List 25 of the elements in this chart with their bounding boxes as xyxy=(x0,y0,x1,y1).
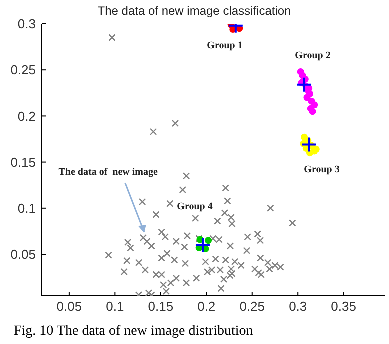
point xyxy=(296,76,313,93)
x-tick-label: 0.35 xyxy=(331,299,356,314)
chart-title: The data of new image classification xyxy=(96,4,292,18)
annotation: Group 1 xyxy=(207,40,243,52)
x-tick-label: 0.15 xyxy=(148,299,174,314)
point xyxy=(301,136,318,153)
annotation: Group 4 xyxy=(177,202,213,212)
x-tick-label: 0.1 xyxy=(106,299,124,314)
point xyxy=(309,108,316,116)
y-tick-label: 0.15 xyxy=(10,154,36,170)
y-tick-label: 0.3 xyxy=(18,16,36,32)
x-tick-label: 0.3 xyxy=(289,299,308,314)
caption: Fig. 10 The data of new image distribution xyxy=(14,324,254,340)
y-tick-label: 0.2 xyxy=(18,108,36,124)
point xyxy=(204,237,212,244)
point xyxy=(194,237,211,254)
annotation: The data of new image xyxy=(58,167,158,178)
y-tick-label: 0.25 xyxy=(10,62,36,78)
x-tick-label: 0.25 xyxy=(240,299,266,314)
annotation: Group 2 xyxy=(295,50,331,62)
annotation: Group 3 xyxy=(304,164,340,176)
x-tick-label: 0.2 xyxy=(198,299,216,314)
y-tick-label: 0.05 xyxy=(10,247,36,262)
y-tick-label: 0.1 xyxy=(18,201,36,216)
x-tick-label: 0.05 xyxy=(56,299,82,314)
